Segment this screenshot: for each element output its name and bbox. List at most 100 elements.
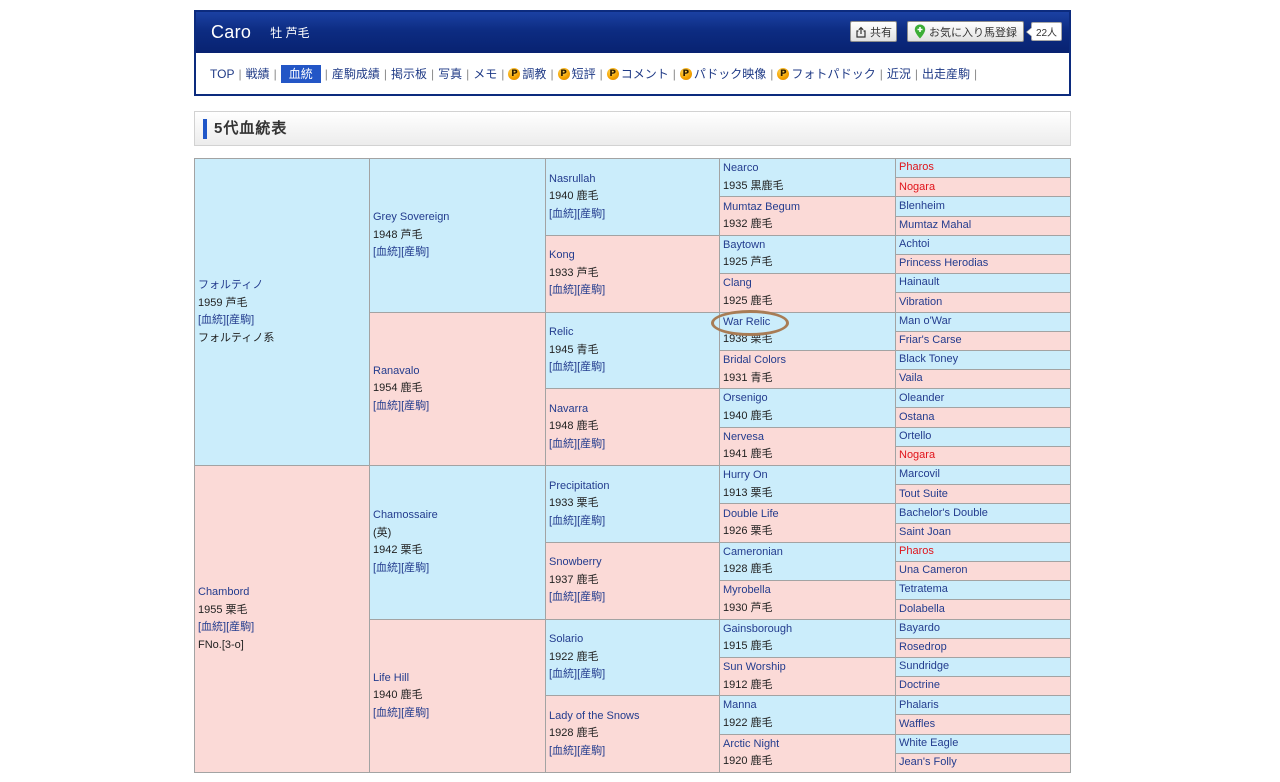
horse-name-link[interactable]: Ranavalo bbox=[373, 364, 420, 377]
horse-name-link[interactable]: Bridal Colors bbox=[723, 354, 786, 367]
horse-name-link[interactable]: Ostana bbox=[899, 410, 935, 423]
progeny-link[interactable]: [産駒] bbox=[577, 514, 606, 527]
nav-short-review[interactable]: P 短評 bbox=[557, 65, 596, 83]
pedigree-link[interactable]: [血統] bbox=[373, 561, 402, 574]
horse-name-link[interactable]: Princess Herodias bbox=[899, 257, 989, 270]
horse-name-link[interactable]: Bayardo bbox=[899, 621, 940, 634]
pedigree-link[interactable]: [血統] bbox=[373, 399, 402, 412]
progeny-link[interactable]: [産駒] bbox=[577, 591, 606, 604]
progeny-link[interactable]: [産駒] bbox=[577, 361, 606, 374]
horse-name-link[interactable]: Tetratema bbox=[899, 583, 948, 596]
horse-name-link[interactable]: Sundridge bbox=[899, 660, 950, 673]
nav-bbs[interactable]: 掲示板 bbox=[391, 66, 428, 81]
share-button[interactable]: 共有 bbox=[850, 21, 897, 42]
horse-name-link[interactable]: Nervesa bbox=[723, 430, 764, 443]
horse-name-link[interactable]: Nogara bbox=[899, 180, 936, 193]
horse-name-link[interactable]: Grey Sovereign bbox=[373, 211, 450, 223]
horse-name-link[interactable]: Lady of the Snows bbox=[549, 709, 640, 722]
horse-name-link[interactable]: Double Life bbox=[723, 507, 779, 520]
pedigree-link[interactable]: [血統] bbox=[549, 744, 578, 757]
horse-name-link[interactable]: Nasrullah bbox=[549, 172, 596, 185]
pedigree-link[interactable]: [血統] bbox=[549, 668, 578, 681]
horse-name-link[interactable]: Life Hill bbox=[373, 671, 410, 684]
horse-name-link[interactable]: Tout Suite bbox=[899, 487, 948, 500]
progeny-link[interactable]: [産駒] bbox=[401, 706, 430, 719]
horse-name-link[interactable]: Sun Worship bbox=[723, 661, 786, 674]
nav-recent[interactable]: 近況 bbox=[886, 66, 911, 81]
progeny-link[interactable]: [産駒] bbox=[577, 744, 606, 757]
pedigree-link[interactable]: [血統] bbox=[198, 314, 227, 326]
horse-name-link[interactable]: Kong bbox=[549, 249, 575, 262]
horse-name-link[interactable]: Clang bbox=[723, 277, 752, 290]
add-favorite-button[interactable]: お気に入り馬登録 bbox=[907, 21, 1024, 42]
progeny-link[interactable]: [産駒] bbox=[401, 246, 430, 258]
pedigree-link[interactable]: [血統] bbox=[549, 437, 578, 450]
horse-name-link[interactable]: Hurry On bbox=[723, 469, 768, 482]
progeny-link[interactable]: [産駒] bbox=[577, 284, 606, 297]
progeny-link[interactable]: [産駒] bbox=[226, 621, 255, 633]
horse-name-link[interactable]: Nogara bbox=[899, 449, 936, 462]
horse-name-link[interactable]: Cameronian bbox=[723, 545, 783, 558]
horse-name-link[interactable]: Chamossaire bbox=[373, 509, 438, 522]
progeny-link[interactable]: [産駒] bbox=[226, 314, 255, 326]
horse-name-link[interactable]: Nearco bbox=[723, 162, 759, 175]
horse-name-link[interactable]: Jean's Folly bbox=[899, 756, 957, 769]
horse-name-link[interactable]: Una Cameron bbox=[899, 564, 968, 577]
horse-name-link[interactable]: フォルティノ bbox=[198, 279, 264, 291]
horse-name-link[interactable]: Man o'War bbox=[899, 314, 952, 327]
pedigree-link[interactable]: [血統] bbox=[373, 706, 402, 719]
horse-name-link[interactable]: Manna bbox=[723, 699, 757, 712]
nav-pedigree[interactable]: 血統 bbox=[280, 64, 321, 83]
horse-name-link[interactable]: Vaila bbox=[899, 372, 923, 385]
nav-training[interactable]: P 調教 bbox=[508, 65, 546, 83]
pedigree-link[interactable]: [血統] bbox=[549, 591, 578, 604]
horse-name-link[interactable]: Snowberry bbox=[549, 556, 602, 569]
horse-name-link[interactable]: Saint Joan bbox=[899, 525, 951, 538]
horse-name-link[interactable]: Solario bbox=[549, 633, 584, 646]
horse-name-link[interactable]: Achtoi bbox=[899, 238, 930, 251]
progeny-link[interactable]: [産駒] bbox=[401, 561, 430, 574]
nav-photo-paddock[interactable]: P フォトパドック bbox=[777, 65, 876, 83]
horse-name-link[interactable]: War Relic bbox=[723, 315, 771, 328]
horse-name-link[interactable]: Mumtaz Begum bbox=[723, 200, 801, 213]
nav-top[interactable]: TOP bbox=[210, 66, 235, 81]
horse-name-link[interactable]: Pharos bbox=[899, 545, 934, 558]
horse-name-link[interactable]: Baytown bbox=[723, 238, 766, 251]
pedigree-link[interactable]: [血統] bbox=[549, 284, 578, 297]
nav-running-progeny[interactable]: 出走産駒 bbox=[921, 66, 970, 81]
horse-name-link[interactable]: Blenheim bbox=[899, 199, 945, 212]
pedigree-link[interactable]: [血統] bbox=[198, 621, 227, 633]
horse-name-link[interactable]: Oleander bbox=[899, 391, 945, 404]
horse-name-link[interactable]: Mumtaz Mahal bbox=[899, 218, 972, 231]
horse-name-link[interactable]: Ortello bbox=[899, 429, 932, 442]
horse-name-link[interactable]: Orsenigo bbox=[723, 392, 768, 405]
horse-name-link[interactable]: Chambord bbox=[198, 586, 250, 598]
horse-name-link[interactable]: Hainault bbox=[899, 276, 940, 289]
nav-memo[interactable]: メモ bbox=[473, 66, 498, 81]
nav-race-results[interactable]: 戦績 bbox=[245, 66, 270, 81]
horse-name-link[interactable]: Navarra bbox=[549, 402, 589, 415]
horse-name-link[interactable]: Relic bbox=[549, 326, 574, 339]
horse-name-link[interactable]: Myrobella bbox=[723, 584, 771, 597]
horse-name-link[interactable]: Waffles bbox=[899, 717, 936, 730]
horse-name-link[interactable]: Marcovil bbox=[899, 468, 940, 481]
horse-name-link[interactable]: Precipitation bbox=[549, 479, 610, 492]
horse-name-link[interactable]: Arctic Night bbox=[723, 737, 780, 750]
nav-photos[interactable]: 写真 bbox=[438, 66, 463, 81]
pedigree-link[interactable]: [血統] bbox=[549, 207, 578, 220]
nav-paddock-video[interactable]: P パドック映像 bbox=[679, 65, 766, 83]
horse-name-link[interactable]: White Eagle bbox=[899, 736, 959, 749]
horse-name-link[interactable]: Vibration bbox=[899, 295, 943, 308]
progeny-link[interactable]: [産駒] bbox=[577, 668, 606, 681]
horse-name-link[interactable]: Dolabella bbox=[899, 602, 945, 615]
horse-name-link[interactable]: Pharos bbox=[899, 161, 934, 174]
horse-name-link[interactable]: Bachelor's Double bbox=[899, 506, 988, 519]
horse-name-link[interactable]: Friar's Carse bbox=[899, 334, 962, 347]
horse-name-link[interactable]: Black Toney bbox=[899, 353, 959, 366]
progeny-link[interactable]: [産駒] bbox=[577, 437, 606, 450]
horse-name-link[interactable]: Doctrine bbox=[899, 679, 940, 692]
horse-name-link[interactable]: Phalaris bbox=[899, 698, 939, 711]
nav-progeny-results[interactable]: 産駒成績 bbox=[331, 66, 380, 81]
nav-comment[interactable]: P コメント bbox=[606, 65, 669, 83]
progeny-link[interactable]: [産駒] bbox=[577, 207, 606, 220]
